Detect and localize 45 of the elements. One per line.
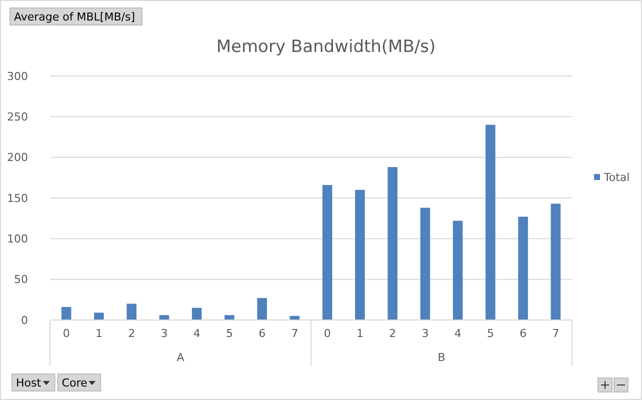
y-tick-label: 0 [21,314,28,327]
bar [159,315,170,320]
x-tick-label: 6 [258,327,266,340]
y-tick-label: 150 [7,192,28,205]
x-tick-label: 5 [486,327,494,340]
bar [224,315,234,320]
bar [126,304,136,320]
bar [355,190,365,320]
text: Host [16,376,42,390]
bar [550,204,561,320]
chart-title: Memory Bandwidth(MB/s) [216,37,436,57]
bar [420,208,430,320]
text: Core [62,376,88,390]
y-tick-label: 300 [7,70,28,83]
y-tick-label: 50 [14,273,28,286]
x-tick-label: 4 [193,327,200,340]
text: A [176,351,185,364]
bar [518,216,528,320]
bar [94,312,104,320]
x-tick-label: 5 [226,327,233,340]
text: B [438,351,446,364]
x-tick-label: 3 [422,327,429,340]
bar [452,220,463,320]
bar [388,167,398,320]
x-tick-label: 0 [62,327,70,340]
bar [486,124,496,320]
x-tick-label: 4 [454,327,462,340]
x-tick-label: 7 [552,327,560,340]
x-tick-label: 1 [356,327,364,340]
bar [322,184,332,320]
x-tick-label: 2 [128,327,136,340]
text: Average of MBL[MB/s] [14,10,135,24]
bar [192,308,202,320]
y-tick-label: 100 [7,232,28,246]
x-tick-label: 0 [324,327,331,340]
legend-label: Total [603,170,630,184]
x-tick-label: 3 [160,327,168,340]
x-tick-label: 6 [520,327,527,340]
x-tick-label: 7 [291,327,298,340]
bar [61,306,72,320]
y-tick-label: 250 [7,110,28,124]
bar [257,298,267,320]
x-tick-label: 1 [95,327,102,340]
y-tick-label: 200 [7,151,28,164]
x-tick-label: 2 [389,327,396,340]
